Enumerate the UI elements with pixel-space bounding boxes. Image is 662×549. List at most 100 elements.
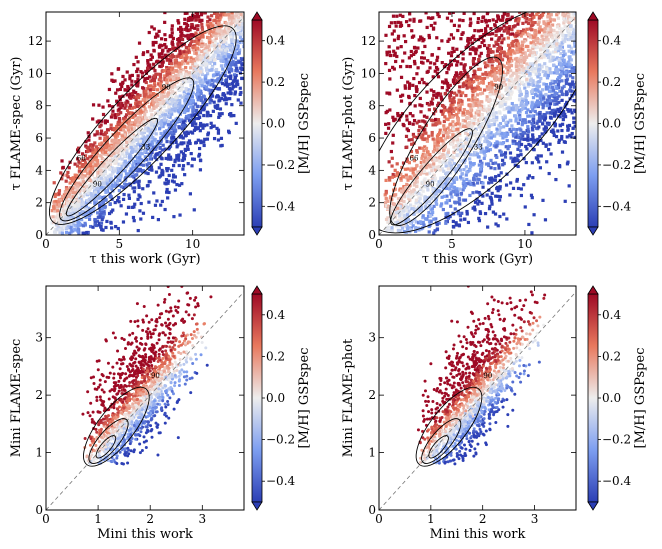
data-point [102,201,105,204]
data-point [125,141,128,144]
data-point [459,37,462,40]
data-point [423,45,426,48]
data-point [208,37,211,40]
data-point [228,16,231,19]
data-point [64,206,67,209]
data-point [411,190,414,193]
data-point [405,20,408,23]
data-point [437,118,440,121]
data-point [217,29,220,32]
data-point [392,134,395,137]
data-point [458,188,461,191]
data-point [155,171,158,174]
data-point [165,140,168,143]
data-point [114,225,117,228]
data-point [188,71,191,74]
data-point [171,179,174,182]
data-point [560,90,563,93]
data-point [62,209,65,212]
data-point [91,117,94,120]
data-point [153,84,156,87]
data-point [199,67,202,70]
data-point [238,48,241,51]
data-point [212,110,215,113]
data-point [134,160,137,163]
data-point [476,21,479,24]
data-point [171,108,174,111]
data-point [428,108,431,111]
data-point [232,114,235,117]
data-point [544,145,547,148]
data-point [204,74,207,77]
data-point [460,33,463,36]
data-point [92,143,95,146]
data-point [235,67,238,70]
data-point [65,174,68,177]
data-point [480,29,483,32]
data-point [230,103,233,106]
data-point [163,208,166,211]
data-point [502,37,505,40]
data-point [557,95,560,98]
data-point [110,124,113,127]
data-point [202,59,205,62]
data-point [61,232,64,235]
data-point [92,103,95,106]
colorbar-extend-bottom [252,227,262,235]
data-point [391,141,394,144]
data-point [548,90,551,93]
scatter-points [384,11,579,235]
data-point [66,202,69,205]
data-point [508,193,511,196]
data-point [523,138,526,141]
data-point [540,154,543,157]
data-point [137,193,140,196]
data-point [116,180,119,183]
data-point [161,49,164,52]
data-point [491,192,494,195]
data-point [453,186,456,189]
data-point [152,101,155,104]
data-point [193,120,196,123]
data-point [191,46,194,49]
data-point [178,213,181,216]
data-point [203,95,206,98]
data-point [418,81,421,84]
data-point [190,33,193,36]
x-axis-label: τ this work (Gyr) [89,252,200,267]
data-point [126,70,129,73]
data-point [192,99,195,102]
data-point [229,74,232,77]
data-point [208,48,211,51]
data-point [410,50,413,53]
data-point [147,162,150,165]
data-point [98,196,101,199]
data-point [520,143,523,146]
data-point [106,120,109,123]
data-point [160,37,163,40]
data-point [105,220,108,223]
data-point [230,38,233,41]
data-point [490,119,493,122]
data-point [222,55,225,58]
data-point [530,231,533,234]
data-point [209,126,212,129]
data-point [135,70,138,73]
data-point [234,90,237,93]
data-point [122,117,125,120]
data-point [474,47,477,50]
data-point [388,45,391,48]
data-point [427,211,430,214]
data-point [435,36,438,39]
data-point [153,69,156,72]
data-point [409,112,412,115]
data-point [232,32,235,35]
data-point [133,127,136,130]
data-point [171,31,174,34]
data-point [209,22,212,25]
data-point [137,74,140,77]
data-point [178,62,181,65]
data-point [524,121,527,124]
data-point [111,110,114,113]
data-point [225,47,228,50]
